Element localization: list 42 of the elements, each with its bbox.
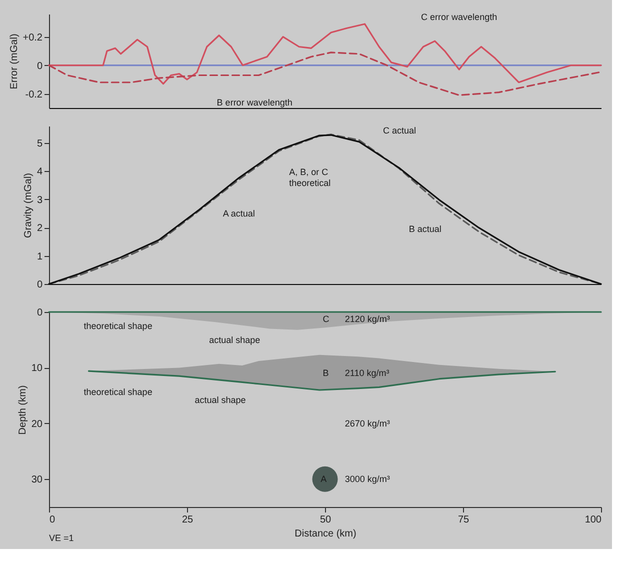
y-tick-label: 0 — [36, 280, 43, 290]
x-tick-label: 75 — [458, 514, 470, 526]
line-series — [48, 23, 602, 85]
annotation: A, B, or C theoretical — [289, 166, 331, 188]
annotation: C error wavelength — [421, 12, 498, 22]
annotation: actual shape — [209, 334, 260, 345]
annotation: theoretical shape — [84, 386, 152, 397]
y-tick-label: 10 — [31, 363, 43, 374]
annotation: C actual — [382, 126, 416, 136]
x-axis-title: Distance (km) — [294, 528, 356, 540]
annotation: B — [322, 368, 329, 378]
annotation: 2110 kg/m³ — [344, 368, 390, 378]
line-series — [48, 52, 600, 96]
y-tick-label: 3 — [36, 194, 43, 206]
annotation: A — [320, 474, 327, 484]
x-tick-label: 0 — [50, 514, 56, 526]
y-axis-title: Error (mGal) — [8, 34, 20, 90]
annotation: B actual — [408, 224, 442, 234]
y-axis-title: Depth (km) — [17, 385, 28, 435]
y-tick-label: 0 — [36, 308, 43, 318]
text: VE =1 — [49, 533, 74, 544]
y-tick-label: 0 — [36, 60, 43, 72]
x-tick-label: 50 — [320, 514, 332, 526]
y-tick-label: 20 — [31, 418, 43, 430]
annotation: C — [322, 314, 330, 324]
annotation: 3000 kg/m³ — [344, 474, 390, 484]
annotation: theoretical shape — [84, 320, 152, 331]
x-tick-label: 100 — [584, 514, 602, 526]
y-tick-label: 1 — [36, 251, 43, 262]
y-tick-label: -0.2 — [25, 89, 43, 100]
y-axis-title: Gravity (mGal) — [22, 173, 34, 238]
x-tick-label: 25 — [182, 514, 194, 526]
y-tick-label: 30 — [31, 474, 43, 486]
annotation: A actual — [222, 208, 255, 219]
annotation: 2670 kg/m³ — [344, 418, 390, 428]
annotation: actual shape — [194, 394, 246, 405]
annotation: 2120 kg/m³ — [344, 314, 390, 324]
y-tick-label: 2 — [36, 223, 43, 234]
y-tick-label: 4 — [36, 166, 43, 178]
y-tick-label: +0.2 — [22, 32, 43, 44]
annotation: B error wavelength — [216, 97, 292, 108]
y-tick-label: 5 — [36, 138, 43, 150]
